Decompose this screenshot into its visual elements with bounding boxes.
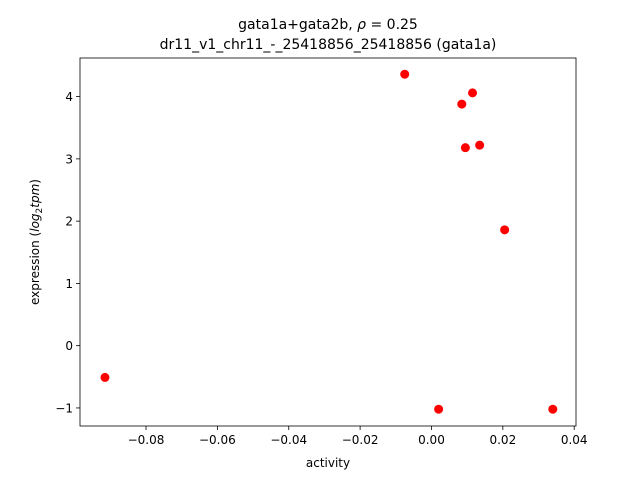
x-tick-label: 0.04 bbox=[561, 433, 588, 447]
data-point bbox=[548, 404, 558, 414]
data-points bbox=[100, 69, 558, 414]
x-tick-label: 0.00 bbox=[418, 433, 445, 447]
y-tick-label: −1 bbox=[55, 401, 73, 415]
chart-title-line1: gata1a+gata2b, ρ = 0.25 bbox=[238, 17, 418, 33]
x-tick-label: −0.08 bbox=[128, 433, 165, 447]
y-axis-ticks: −1 0 1 2 3 4 bbox=[55, 90, 80, 415]
x-tick-label: 0.02 bbox=[489, 433, 516, 447]
x-axis-label: activity bbox=[306, 456, 350, 470]
title-suffix: = 0.25 bbox=[366, 17, 418, 33]
x-tick-label: −0.06 bbox=[199, 433, 236, 447]
title-rho: ρ bbox=[357, 17, 366, 33]
data-point bbox=[460, 143, 470, 153]
x-axis-ticks: −0.08 −0.06 −0.04 −0.02 0.00 0.02 0.04 bbox=[128, 426, 588, 447]
x-tick-label: −0.02 bbox=[342, 433, 379, 447]
y-tick-label: 0 bbox=[65, 339, 73, 353]
title-prefix: gata1a+gata2b, bbox=[238, 17, 357, 33]
y-tick-label: 1 bbox=[65, 277, 73, 291]
plot-frame bbox=[79, 57, 577, 427]
ylabel-prefix: expression ( bbox=[28, 232, 42, 305]
data-point bbox=[100, 372, 110, 382]
chart-title-line2: dr11_v1_chr11_-_25418856_25418856 (gata1… bbox=[160, 37, 497, 53]
y-tick-label: 2 bbox=[65, 215, 73, 229]
y-tick-label: 3 bbox=[65, 152, 73, 166]
x-tick-label: −0.04 bbox=[270, 433, 307, 447]
y-tick-label: 4 bbox=[65, 90, 73, 104]
ylabel-log: log bbox=[28, 213, 42, 232]
data-point bbox=[400, 69, 410, 79]
data-point bbox=[500, 225, 510, 235]
data-point bbox=[475, 140, 485, 150]
ylabel-sub: 2 bbox=[35, 208, 45, 214]
ylabel-tpm: tpm bbox=[28, 184, 42, 208]
plot-area bbox=[79, 57, 577, 427]
data-point bbox=[468, 88, 478, 98]
data-point bbox=[457, 99, 467, 109]
data-point bbox=[434, 404, 444, 414]
y-axis-label: expression (log2tpm) bbox=[28, 179, 45, 305]
ylabel-suffix: ) bbox=[28, 179, 42, 184]
